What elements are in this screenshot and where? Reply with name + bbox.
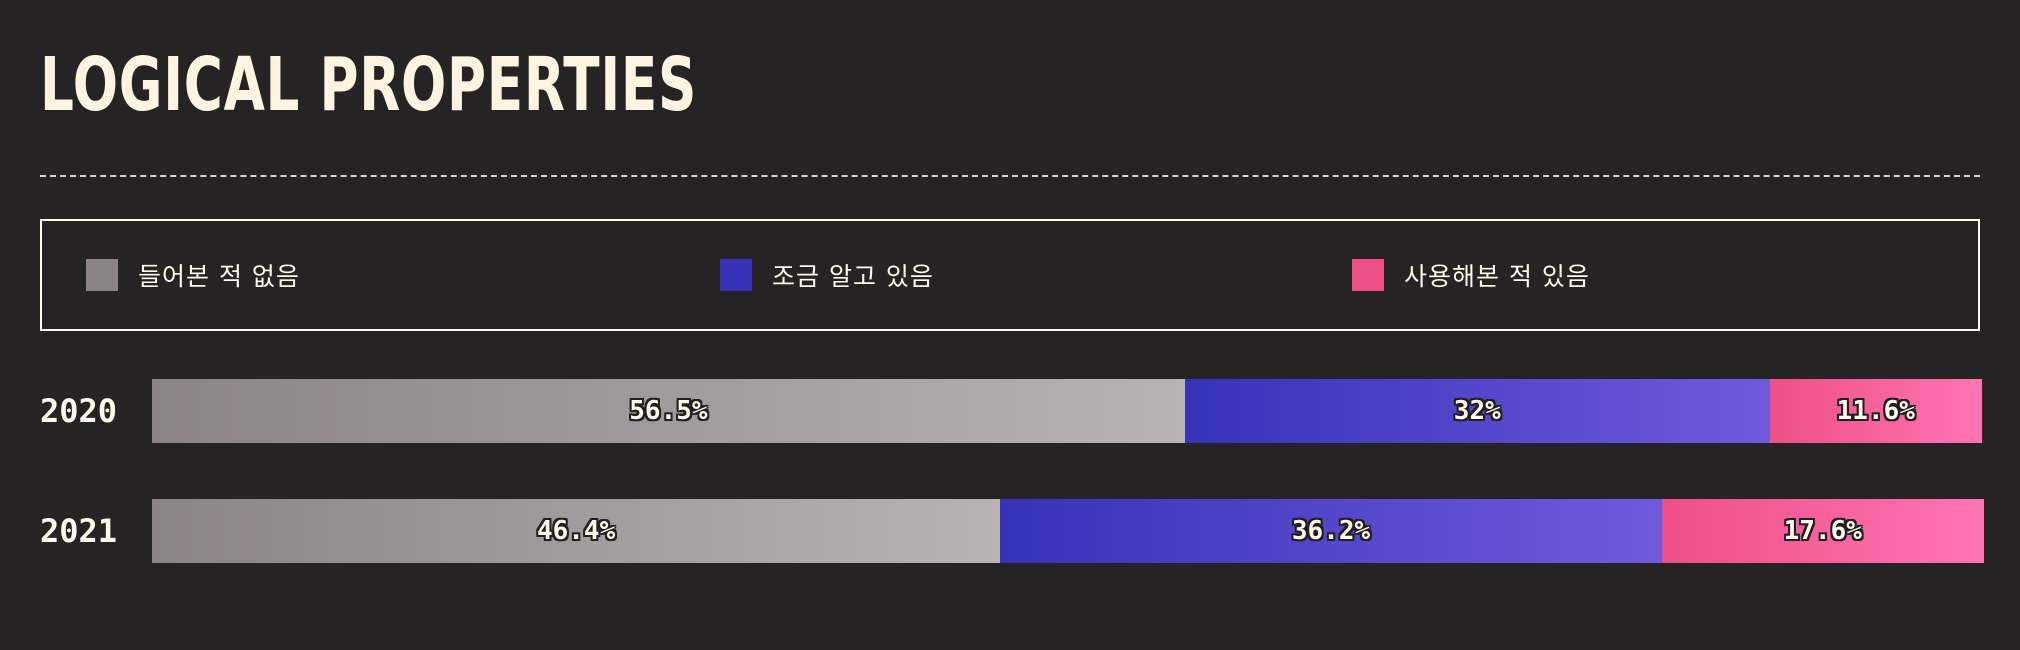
data-label-used-2020: 11.6%: [1836, 396, 1915, 426]
chart-title: LOGICAL PROPERTIES: [40, 42, 698, 128]
dashed-divider: [40, 175, 1980, 177]
legend-item-never-heard: 들어본 적 없음: [86, 259, 300, 291]
data-label-used-2021: 17.6%: [1783, 516, 1862, 546]
bar-segment-know_a_little-2020: 32%: [1184, 379, 1770, 443]
legend-swatch-know-a-little: [720, 259, 752, 291]
bar-2020: 56.5% 32% 11.6%: [152, 379, 1982, 443]
legend: 들어본 적 없음 조금 알고 있음 사용해본 적 있음: [40, 219, 1980, 331]
legend-label-used: 사용해본 적 있음: [1404, 262, 1590, 291]
data-label-know_a_little-2020: 32%: [1453, 396, 1501, 426]
data-label-never_heard-2020: 56.5%: [629, 396, 708, 426]
bar-segment-used-2020: 11.6%: [1769, 379, 1982, 443]
bar-segment-never_heard-2021: 46.4%: [152, 499, 1001, 563]
legend-item-know-a-little: 조금 알고 있음: [720, 259, 934, 291]
legend-label-never-heard: 들어본 적 없음: [138, 262, 300, 291]
bar-segment-never_heard-2020: 56.5%: [152, 379, 1185, 443]
data-label-know_a_little-2021: 36.2%: [1291, 516, 1371, 546]
bar-2021: 46.4% 36.2% 17.6%: [152, 499, 1984, 563]
bar-segment-know_a_little-2021: 36.2%: [1000, 499, 1662, 563]
bar-segment-used-2021: 17.6%: [1661, 499, 1984, 563]
data-label-never_heard-2021: 46.4%: [536, 516, 616, 546]
legend-label-know-a-little: 조금 알고 있음: [772, 262, 934, 291]
row-label-2020: 2020: [40, 392, 118, 430]
row-label-2021: 2021: [40, 512, 118, 550]
legend-swatch-used: [1352, 259, 1384, 291]
legend-swatch-never-heard: [86, 259, 118, 291]
legend-item-used: 사용해본 적 있음: [1352, 259, 1590, 291]
